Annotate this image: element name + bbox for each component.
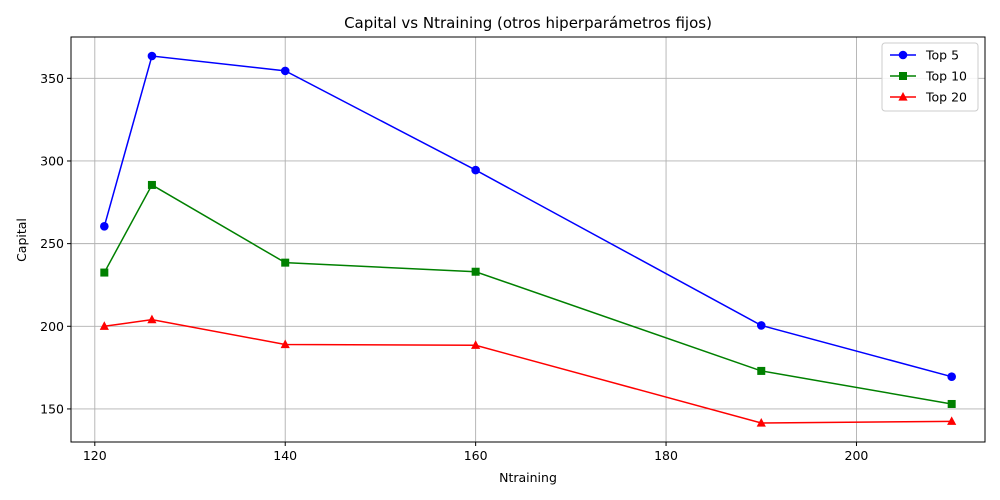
data-point-top-10: [100, 268, 109, 277]
data-point-top-20: [280, 339, 290, 349]
data-point-top-20: [947, 416, 957, 425]
x-tick-label: 120: [83, 448, 107, 463]
y-tick-label: 350: [40, 71, 64, 86]
data-point-top-5: [947, 372, 956, 382]
y-tick-label: 150: [40, 401, 64, 416]
legend: Top 5 Top 10 Top 20: [881, 42, 979, 112]
data-point-top-20: [99, 321, 109, 330]
chart-title: Capital vs Ntraining (otros hiperparámet…: [344, 14, 712, 32]
series-line-top-10: [103, 183, 952, 405]
x-tick-label: 180: [654, 448, 678, 463]
data-point-top-10: [281, 258, 290, 267]
y-axis-label: Capital: [14, 218, 29, 262]
tick-layer: 120 140 160 180 200 150 200 250 300 350: [40, 71, 868, 463]
legend-label-top-10: Top 10: [925, 69, 967, 84]
plot-frame: [70, 36, 986, 443]
data-point-top-5: [100, 221, 109, 231]
data-point-top-10: [147, 180, 156, 189]
legend-label-top-5: Top 5: [925, 48, 959, 63]
series-line-top-5: [103, 55, 952, 378]
data-point-top-20: [756, 417, 766, 427]
data-point-top-10: [471, 267, 480, 276]
data-point-top-5: [756, 321, 766, 330]
y-tick-label: 250: [40, 236, 64, 251]
data-point-top-10: [757, 366, 766, 375]
data-point-top-5: [280, 66, 290, 76]
data-point-top-20: [147, 314, 157, 324]
legend-marker-top-10: [899, 72, 907, 80]
x-tick-label: 200: [845, 448, 869, 463]
legend-marker-top-5: [898, 50, 908, 60]
series-line-top-20: [104, 318, 952, 424]
legend-label-top-20: Top 20: [925, 90, 967, 105]
x-axis-label: Ntraining: [499, 470, 557, 485]
series-layer: [99, 51, 957, 427]
data-point-top-5: [147, 51, 157, 61]
y-tick-label: 200: [40, 319, 64, 334]
legend-marker-top-20: [898, 92, 908, 101]
x-tick-label: 140: [273, 448, 297, 463]
data-point-top-10: [947, 399, 956, 408]
data-point-top-20: [471, 340, 481, 349]
data-point-top-5: [471, 165, 480, 175]
grid-lines: [71, 37, 985, 442]
y-tick-label: 300: [40, 153, 64, 168]
x-tick-label: 160: [464, 448, 488, 463]
legend-box: [881, 42, 979, 112]
